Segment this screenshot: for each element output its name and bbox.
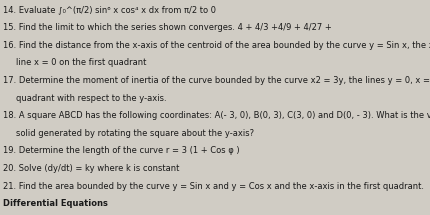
Text: Differential Equations: Differential Equations <box>3 199 108 208</box>
Text: 19. Determine the length of the curve r = 3 (1 + Cos φ ): 19. Determine the length of the curve r … <box>3 146 240 155</box>
Text: 21. Find the area bounded by the curve y = Sin x and y = Cos x and the x-axis in: 21. Find the area bounded by the curve y… <box>3 182 424 191</box>
Text: quadrant with respect to the y-axis.: quadrant with respect to the y-axis. <box>16 94 166 103</box>
Text: 18. A square ABCD has the following coordinates: A(- 3, 0), B(0, 3), C(3, 0) and: 18. A square ABCD has the following coor… <box>3 111 430 120</box>
Text: solid generated by rotating the square about the y-axis?: solid generated by rotating the square a… <box>16 129 254 138</box>
Text: 15. Find the limit to which the series shown converges. 4 + 4/3 +4/9 + 4/27 +: 15. Find the limit to which the series s… <box>3 23 332 32</box>
Text: 14. Evaluate ∫₀^(π/2) sin⁶ x cos⁴ x dx from π/2 to 0: 14. Evaluate ∫₀^(π/2) sin⁶ x cos⁴ x dx f… <box>3 5 216 14</box>
Text: line x = 0 on the first quadrant: line x = 0 on the first quadrant <box>16 58 146 67</box>
Text: 17. Determine the moment of inertia of the curve bounded by the curve x2 = 3y, t: 17. Determine the moment of inertia of t… <box>3 76 430 85</box>
Text: 20. Solve (dy/dt) = ky where k is constant: 20. Solve (dy/dt) = ky where k is consta… <box>3 164 179 173</box>
Text: 16. Find the distance from the x-axis of the centroid of the area bounded by the: 16. Find the distance from the x-axis of… <box>3 41 430 50</box>
